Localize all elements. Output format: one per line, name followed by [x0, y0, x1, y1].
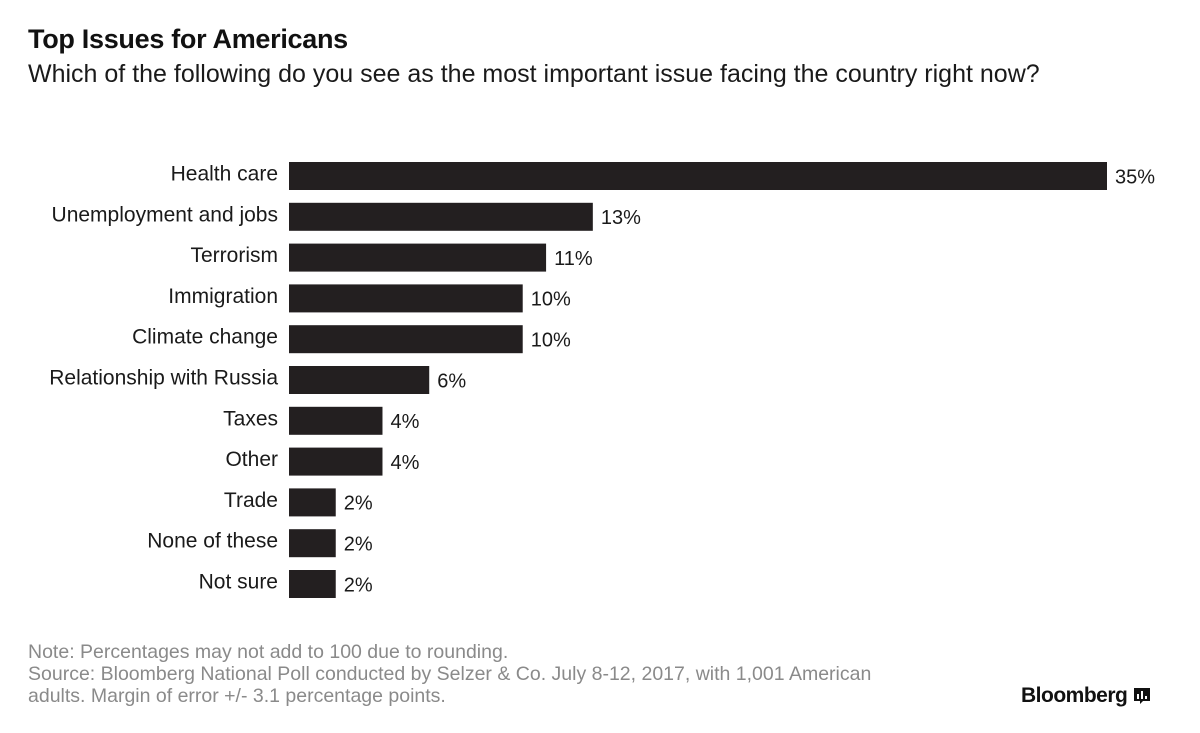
bar-not-sure	[289, 570, 336, 598]
bar-relationship-with-russia	[289, 366, 430, 394]
category-label-trade: Trade	[224, 489, 278, 512]
bar-taxes	[289, 406, 383, 435]
note-text: Note: Percentages may not add to 100 due…	[28, 641, 509, 663]
value-label-health-care: 35%	[1115, 166, 1155, 188]
bar-other	[289, 447, 383, 476]
category-label-other: Other	[225, 448, 278, 471]
value-label-taxes: 4%	[390, 411, 419, 433]
chart-title: Top Issues for Americans	[28, 24, 348, 54]
value-label-not-sure: 2%	[344, 574, 373, 596]
value-label-terrorism: 11%	[554, 248, 593, 270]
bar-trade	[289, 488, 336, 517]
source-text-line-2: adults. Margin of error +/- 3.1 percenta…	[28, 685, 446, 707]
bar-unemployment-and-jobs	[289, 202, 593, 231]
category-label-not-sure: Not sure	[199, 571, 278, 594]
bar-none-of-these	[289, 529, 336, 558]
footnotes: Note: Percentages may not add to 100 due…	[28, 641, 948, 707]
bar-immigration	[289, 284, 523, 313]
value-label-trade: 2%	[344, 493, 373, 515]
value-label-other: 4%	[390, 452, 419, 474]
category-label-health-care: Health care	[171, 163, 278, 186]
brand-name: Bloomberg	[1021, 684, 1128, 707]
source-text-line-1: Source: Bloomberg National Poll conducte…	[28, 663, 872, 685]
category-label-taxes: Taxes	[223, 407, 278, 430]
value-label-unemployment-and-jobs: 13%	[601, 207, 641, 229]
chart-subtitle: Which of the following do you see as the…	[28, 60, 1040, 88]
category-label-relationship-with-russia: Relationship with Russia	[49, 367, 278, 390]
category-label-none-of-these: None of these	[147, 530, 278, 553]
category-label-unemployment-and-jobs: Unemployment and jobs	[52, 203, 278, 226]
bar-health-care	[289, 162, 1107, 190]
value-label-immigration: 10%	[531, 289, 571, 311]
bar-terrorism	[289, 243, 547, 272]
value-label-climate-change: 10%	[531, 329, 571, 351]
category-label-immigration: Immigration	[168, 285, 278, 308]
bloomberg-logo: Bloomberg	[1021, 684, 1151, 708]
category-label-climate-change: Climate change	[132, 326, 278, 349]
value-label-none-of-these: 2%	[344, 533, 373, 555]
bloomberg-bars-icon	[1134, 688, 1151, 704]
category-label-terrorism: Terrorism	[191, 244, 279, 267]
bar-climate-change	[289, 325, 523, 354]
value-label-relationship-with-russia: 6%	[437, 370, 466, 392]
